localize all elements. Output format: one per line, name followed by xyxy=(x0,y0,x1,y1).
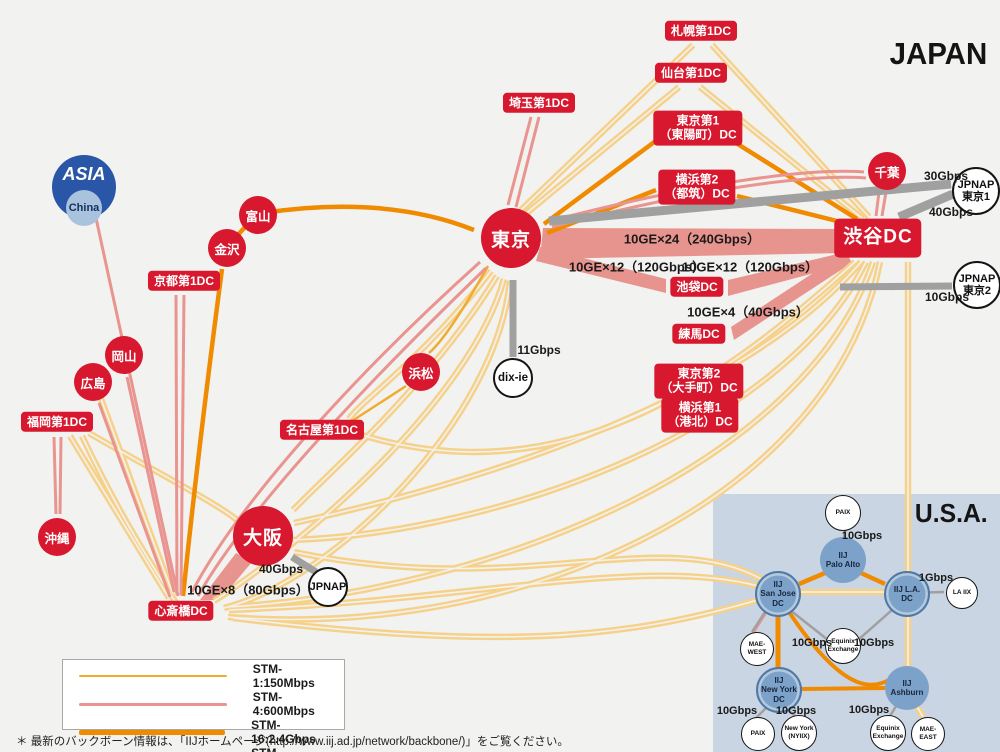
usa-ix-mae-west: MAE-WEST xyxy=(740,632,774,666)
dc-node-tokyo2: 東京第2 （大手町）DC xyxy=(654,363,744,399)
dc-node-sapporo: 札幌第1DC xyxy=(664,20,738,42)
dc-node-fukuoka: 福岡第1DC xyxy=(20,411,94,433)
usa-ix-paix-west: PAIX xyxy=(825,495,861,531)
china-node: China xyxy=(66,190,102,226)
footer-note: ＊ 最新のバックボーン情報は、「IIJホームページ(http://www.iij… xyxy=(16,736,569,748)
hub-node-tokyo: 東京 xyxy=(481,208,541,268)
dc-node-nagoya: 名古屋第1DC xyxy=(279,419,365,441)
usa-ix-nyiix: New York (NYIIX) xyxy=(781,715,817,751)
usa-ix-paix-east: PAIX xyxy=(741,717,775,751)
usa-node-ashburn: IIJ Ashburn xyxy=(885,666,929,710)
usa-ix-equinix-east: Equinix Exchange xyxy=(870,715,906,751)
link-label-ashburn-equinix: 10Gbps xyxy=(848,704,890,716)
usa-node-palo-alto: IIJ Palo Alto xyxy=(820,537,866,583)
dc-node-ikebukuro: 池袋DC xyxy=(670,276,724,298)
dc-node-yokohama2: 横浜第2 （都筑）DC xyxy=(658,169,736,205)
link-label-paix-paloalto: 10Gbps xyxy=(841,530,883,542)
city-node-okayama: 岡山 xyxy=(105,336,143,374)
city-node-kanazawa: 金沢 xyxy=(208,229,246,267)
dc-node-saitama: 埼玉第1DC xyxy=(502,92,576,114)
legend-label-stm4: STM-4:600Mbps xyxy=(252,690,315,718)
city-node-toyama: 富山 xyxy=(239,196,277,234)
usa-node-san-jose: IIJ San Jose DC xyxy=(755,571,801,617)
link-label-ny-paix: 10Gbps xyxy=(716,705,758,717)
link-label-shibuya-jpnap1: 40Gbps xyxy=(928,205,974,219)
dc-node-shibuya: 渋谷DC xyxy=(834,218,922,258)
usa-node-new-york: IIJ New York DC xyxy=(756,667,802,713)
link-label-la-laiix: 1Gbps xyxy=(918,572,954,584)
legend-label-stm1: STM-1:150Mbps xyxy=(252,662,315,690)
dc-node-tokyo1: 東京第1 （東陽町）DC xyxy=(653,110,743,146)
link-label-shibuya-jpnap2: 10Gbps xyxy=(924,290,970,304)
legend-swatch-stm4 xyxy=(79,702,227,706)
legend-row-stm64: STM-64:9.6Gbps xyxy=(63,746,344,752)
link-label-tokyo-ikebukuro: 10GE×12（120Gbps） xyxy=(568,259,706,275)
legend-label-stm16: STM-16:2.4Gbps xyxy=(251,718,316,746)
link-label-la-equinix: 10Gbps xyxy=(853,637,895,649)
legend-row-stm1: STM-1:150Mbps xyxy=(63,662,344,690)
dc-node-kyoto: 京都第1DC xyxy=(147,270,221,292)
legend-row-stm16: STM-16:2.4Gbps xyxy=(63,718,344,746)
hub-node-osaka: 大阪 xyxy=(233,506,293,566)
link-label-tokyo-shibuya: 10GE×24（240Gbps） xyxy=(623,231,761,247)
city-node-hamamatsu: 浜松 xyxy=(402,353,440,391)
link-label-tokyo-jpnap1: 30Gbps xyxy=(923,169,969,183)
city-node-hiroshima: 広島 xyxy=(74,363,112,401)
title-japan: JAPAN xyxy=(889,36,988,71)
legend-swatch-stm16 xyxy=(79,729,226,735)
usa-node-la: IIJ L.A. DC xyxy=(884,571,930,617)
ix-node-jpnap-tokyo2: JPNAP 東京2 xyxy=(953,261,1000,309)
link-label-ikebukuro-shibuya: 10GE×12（120Gbps） xyxy=(681,259,819,275)
ix-node-jpnap-osaka: JPNAP xyxy=(308,567,348,607)
legend: STM-1:150Mbps STM-4:600Mbps STM-16:2.4Gb… xyxy=(62,659,345,752)
legend-row-stm4: STM-4:600Mbps xyxy=(63,690,344,718)
link-label-shibuya-nerima: 10GE×4（40Gbps） xyxy=(687,304,809,320)
link-label-ny-nyiix: 10Gbps xyxy=(775,705,817,717)
legend-label-stm64: STM-64:9.6Gbps xyxy=(251,746,344,752)
ix-node-jpnap-tokyo1: JPNAP 東京1 xyxy=(952,167,1000,215)
link-label-sanjose-equinix: 10Gbps xyxy=(791,637,833,649)
city-node-chiba: 千葉 xyxy=(868,152,906,190)
dc-node-yokohama1: 横浜第1 （港北）DC xyxy=(661,397,739,433)
usa-ix-equinix-west: Equinix Exchange xyxy=(825,628,861,664)
title-usa: U.S.A. xyxy=(915,498,989,528)
usa-ix-la-iix: LA IIX xyxy=(946,577,978,609)
link-label-osaka-shinsaibashi: 10GE×8（80Gbps） xyxy=(187,582,309,598)
legend-swatch-stm1 xyxy=(79,674,227,678)
dc-node-sendai: 仙台第1DC xyxy=(654,62,728,84)
dc-node-shinsaibashi: 心斎橋DC xyxy=(148,600,214,622)
usa-ix-mae-east: MAE-EAST xyxy=(911,717,945,751)
link-label-tokyo-dixie: 11Gbps xyxy=(517,343,561,357)
link-label-osaka-jpnap: 40Gbps xyxy=(258,562,304,576)
city-node-okinawa: 沖縄 xyxy=(38,518,76,556)
ix-node-dixie: dix-ie xyxy=(493,358,533,398)
dc-node-nerima: 練馬DC xyxy=(672,323,726,345)
